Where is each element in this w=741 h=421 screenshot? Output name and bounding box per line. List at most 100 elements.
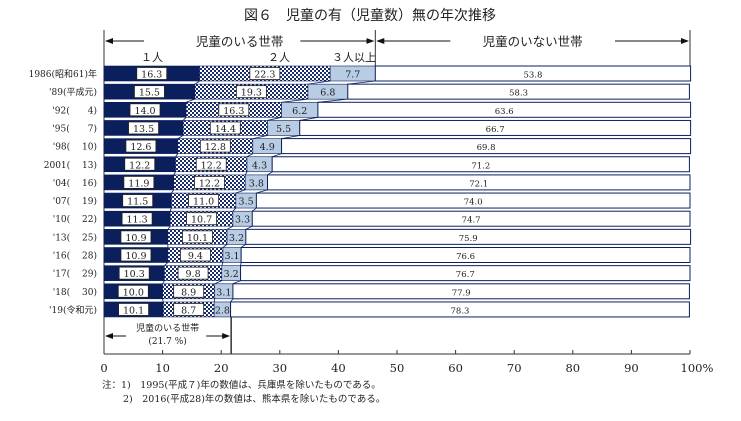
data-label-box	[117, 284, 149, 298]
connector-line	[162, 298, 164, 303]
connector-line	[272, 153, 282, 158]
bar-segment	[374, 65, 692, 82]
data-label: 10.1	[187, 233, 208, 244]
note-1: 注：1) 1995(平成７)年の数値は、兵庫県を除いたものである。	[102, 379, 381, 391]
x-tick-label: 30	[272, 361, 287, 375]
data-label: 53.8	[523, 71, 542, 81]
connector-line	[252, 207, 257, 212]
data-label: 4.9	[260, 142, 275, 153]
data-label-box	[209, 121, 241, 135]
category-label: '16( 28)	[53, 251, 97, 262]
bar-segment	[299, 119, 692, 136]
category-label: '92( 4)	[52, 105, 97, 116]
group-label-with-children: 児童のいる世帯	[196, 34, 284, 49]
data-label-box	[182, 230, 213, 244]
data-label-box	[124, 157, 156, 171]
connector-line	[267, 116, 282, 121]
connector-line	[171, 189, 175, 194]
data-label-box	[180, 248, 211, 262]
category-label: '98( 10)	[53, 142, 97, 153]
connector-line	[256, 189, 268, 194]
note-2: 2) 2016(平成28)年の数値は、熊本県を除いたものである。	[123, 393, 385, 405]
data-label: 77.9	[452, 288, 471, 298]
category-label: '19(令和元)	[49, 304, 97, 316]
x-tick-label: 60	[448, 361, 463, 375]
data-label: 3.8	[249, 178, 264, 189]
data-label: 11.9	[128, 178, 149, 189]
data-label: 22.3	[254, 70, 275, 81]
data-label: 3.1	[216, 287, 231, 298]
data-label-box	[199, 139, 231, 153]
data-label: 69.8	[477, 143, 496, 153]
data-label: 16.3	[141, 70, 162, 81]
connector-line	[194, 80, 200, 85]
category-label: '13( 25)	[53, 232, 97, 243]
x-tick-label: 70	[507, 361, 522, 375]
bar-segment	[245, 228, 692, 245]
data-label-box	[136, 67, 168, 80]
data-label: 63.6	[495, 107, 514, 117]
data-label: 75.9	[459, 234, 478, 244]
data-label-box	[194, 175, 225, 189]
connector-line	[307, 80, 331, 85]
data-label: 10.3	[124, 269, 145, 280]
category-label: 2001( 13)	[44, 160, 97, 171]
data-label: 16.3	[223, 106, 244, 117]
connector-line	[281, 135, 300, 139]
connector-line	[245, 225, 253, 230]
data-label: 3.2	[224, 269, 239, 280]
data-label: 66.7	[486, 125, 505, 135]
data-label: 11.5	[127, 197, 148, 208]
category-label: '07( 19)	[53, 196, 97, 207]
data-label: 3.2	[229, 233, 244, 244]
data-label-box	[249, 67, 281, 80]
data-label: 3.3	[235, 215, 250, 226]
data-label: 11.3	[127, 215, 148, 226]
legend-label: ３人以上	[332, 51, 376, 64]
data-label-box	[173, 303, 205, 316]
connector-line	[222, 244, 228, 248]
data-label: 10.9	[125, 233, 146, 244]
data-label: 11.0	[193, 197, 214, 208]
data-label: 9.8	[186, 269, 201, 280]
connector-line	[182, 117, 187, 121]
bar-segment	[230, 301, 690, 318]
connector-line	[244, 171, 248, 176]
data-label-box	[173, 284, 205, 298]
data-label: 8.7	[181, 305, 196, 316]
data-label: 3.5	[239, 197, 254, 208]
data-label: 58.3	[509, 89, 528, 99]
data-label: 74.0	[464, 198, 483, 208]
x-tick-label: 90	[624, 361, 639, 375]
bar-segment	[240, 265, 691, 282]
x-tick-label: 20	[214, 361, 229, 375]
chart-title: 図６ 児童の有（児童数）無の年次推移	[244, 7, 496, 24]
connector-line	[246, 153, 254, 158]
data-label-box	[120, 248, 152, 262]
bar-segment	[255, 192, 691, 209]
data-label: 15.5	[139, 88, 160, 99]
legend-label: １人	[141, 51, 163, 64]
data-label: 2.8	[215, 305, 230, 316]
group-label-without-children: 児童のいない世帯	[483, 34, 583, 49]
data-label: 10.0	[123, 287, 144, 298]
x-tick-label: 40	[331, 361, 346, 375]
data-label: 7.7	[345, 70, 360, 81]
data-label-box	[118, 266, 150, 280]
data-label-box	[134, 85, 165, 99]
data-label: 74.7	[462, 216, 481, 226]
x-tick-label: 0	[100, 361, 107, 375]
data-label: 76.7	[456, 270, 475, 280]
x-tick-label: 50	[390, 361, 405, 375]
data-label: 72.1	[469, 179, 488, 189]
data-label-box	[120, 230, 152, 244]
bar-segment	[240, 247, 691, 263]
category-label: '04( 16)	[53, 178, 97, 189]
data-label-box	[195, 157, 227, 171]
connector-line	[240, 262, 242, 266]
data-label-box	[125, 139, 157, 153]
connector-line	[232, 280, 241, 285]
connector-line	[267, 171, 273, 176]
bar-segment	[232, 283, 690, 300]
